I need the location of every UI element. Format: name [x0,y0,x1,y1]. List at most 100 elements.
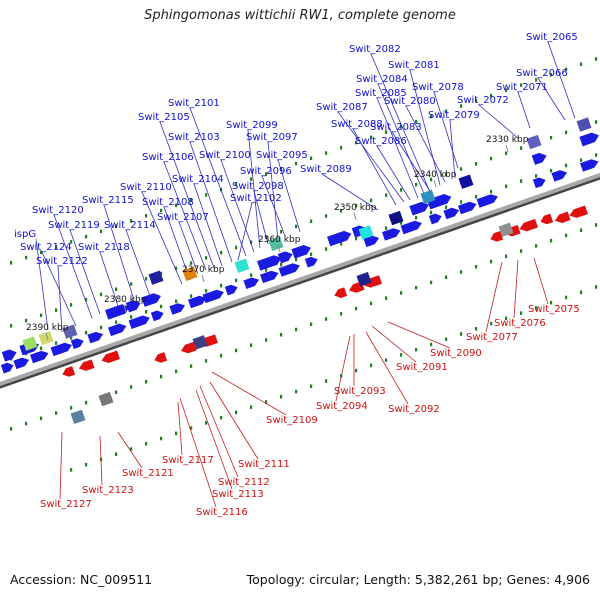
scale-tick [205,256,208,260]
kbp-marker: 2330 kbp [486,135,529,145]
scale-tick [565,67,568,72]
forward-gene-arrow [243,277,260,289]
gene-block [70,409,86,425]
scale-tick [115,452,118,456]
scale-tick [25,255,28,260]
gene-label-reverse: Swit_2075 [528,304,580,315]
leader-line [193,183,223,267]
scale-tick [310,322,313,327]
leader-line [365,331,409,405]
scale-tick [40,313,43,318]
scale-tick [160,436,163,441]
reverse-gene-arrow [154,352,168,363]
scale-tick [265,268,268,272]
scale-tick [295,257,298,262]
leader-line [370,53,431,193]
scale-tick [115,390,118,394]
scale-tick [385,226,388,230]
gene-label-forward: Swit_2099 [226,120,278,131]
leader-line [337,111,405,203]
leader-line [189,141,233,263]
scale-tick [160,304,163,309]
scale-tick [70,303,73,307]
gene-label-forward: Swit_2071 [496,82,548,93]
scale-tick [130,385,133,389]
leader-line [433,91,459,169]
scale-tick [550,135,553,140]
scale-tick [190,294,193,298]
leader-line [253,190,269,245]
scale-tick [70,468,73,472]
gene-label-forward: Swit_2066 [516,68,568,79]
gene-label-reverse: Swit_2091 [396,362,448,373]
scale-tick [385,193,388,197]
scale-tick [25,318,28,323]
reverse-gene-arrow [101,350,120,363]
forward-gene-arrow [277,251,293,264]
forward-gene-arrow [428,213,442,225]
reverse-gene-arrow [554,211,571,223]
forward-gene-arrow [105,304,130,320]
scale-tick [295,327,298,332]
scale-tick [190,426,193,430]
scale-tick [325,214,328,218]
scale-tick [160,271,163,276]
kbp-marker: 2360 kbp [258,235,301,245]
genome-summary-text: Topology: circular; Length: 5,382,261 bp… [246,572,590,587]
scale-tick [310,219,313,224]
scale-tick [430,210,433,215]
forward-gene-arrow [125,300,141,313]
forward-gene-arrow [551,170,568,182]
scale-tick [40,346,43,351]
gene-label-forward: Swit_2089 [300,164,352,175]
scale-tick [175,203,178,208]
scale-tick [70,336,73,340]
scale-tick [40,250,43,255]
leader-line [261,175,286,237]
gene-block [268,236,284,252]
scale-tick [175,369,178,374]
scale-tick [205,421,208,425]
gene-label-reverse: Swit_2116 [196,507,248,518]
leader-line [199,385,239,478]
scale-tick [100,292,103,297]
scale-tick [505,254,508,259]
gene-label-forward: ispG [14,229,36,240]
leader-line [195,389,233,490]
scale-tick [385,358,388,362]
scale-tick [565,163,568,168]
leader-line [449,119,456,179]
gene-label-forward: Swit_2087 [316,102,368,113]
tick-layer [10,57,598,472]
gene-label-forward: Swit_2086 [355,136,407,147]
leader-line [69,229,101,315]
leader-line [117,431,143,469]
forward-gene-arrow [291,244,311,259]
scale-tick [565,295,568,300]
leader-line [391,131,433,195]
gene-label-forward: Swit_2080 [384,96,436,107]
reverse-gene-arrow [540,213,554,225]
scale-tick [160,374,163,379]
scale-tick [250,273,253,277]
scale-tick [280,229,283,234]
scale-tick [430,342,433,347]
gene-block [420,189,436,205]
scale-tick [250,177,253,181]
gene-block [148,270,164,285]
gene-label-reverse: Swit_2123 [82,485,134,496]
scale-tick [400,188,403,192]
scale-tick [355,368,358,373]
gene-label-forward: Swit_2104 [172,174,224,185]
scale-tick [235,410,238,415]
scale-tick [115,287,118,291]
reverse-gene-arrow [490,231,504,242]
scale-tick [340,146,343,150]
forward-gene-arrow [400,220,422,235]
scale-tick [175,431,178,436]
gene-label-reverse: Swit_2093 [334,386,386,397]
scale-tick [535,174,538,178]
leader-line [125,229,151,297]
forward-gene-arrow [224,284,238,296]
scale-tick [415,285,418,290]
